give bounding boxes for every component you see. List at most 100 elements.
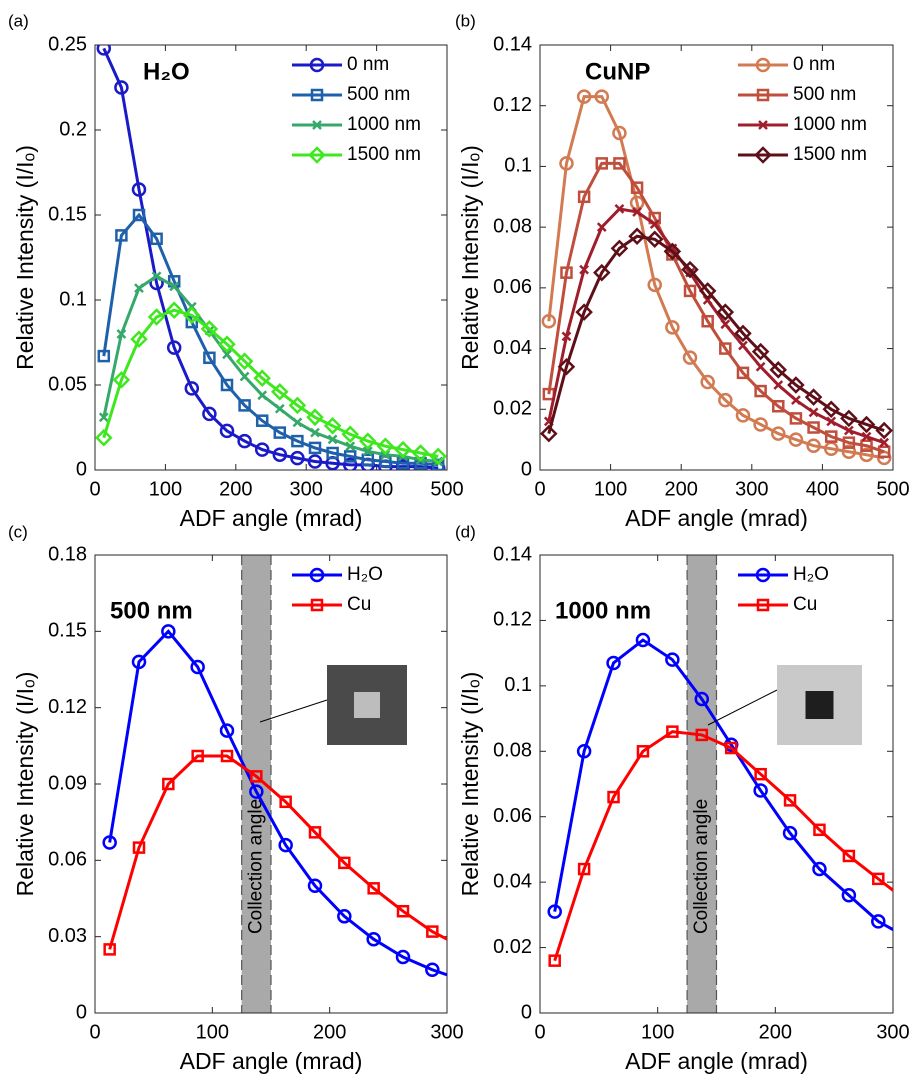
marker <box>379 455 392 468</box>
marker <box>560 266 573 279</box>
marker <box>724 741 738 755</box>
marker <box>812 861 827 877</box>
leader-line <box>707 689 778 726</box>
marker <box>254 442 270 457</box>
marker <box>547 904 562 919</box>
marker <box>841 887 857 903</box>
marker <box>665 652 680 667</box>
marker <box>822 400 840 419</box>
y-tick-label: 0.1 <box>504 155 532 177</box>
marker <box>395 949 411 965</box>
marker <box>190 659 205 675</box>
marker <box>701 315 714 328</box>
marker <box>666 725 679 738</box>
legend-label: 0 nm <box>793 54 835 75</box>
marker <box>97 349 111 363</box>
y-tick-label: 0.02 <box>493 398 532 420</box>
legend-label: Cu <box>793 594 817 615</box>
series-line <box>547 161 885 454</box>
region-label: Collection angle <box>245 799 266 934</box>
x-tick-label: 500 <box>876 478 909 500</box>
marker <box>902 932 914 944</box>
x-tick-label: 300 <box>876 1021 909 1043</box>
marker <box>751 342 770 361</box>
marker <box>132 208 146 222</box>
marker <box>557 358 576 376</box>
marker <box>308 146 326 164</box>
marker <box>613 157 626 170</box>
marker <box>859 447 874 463</box>
legend-label: 1500 nm <box>793 144 867 165</box>
y-tick-label: 0.14 <box>493 33 532 55</box>
series-line <box>102 308 439 458</box>
marker <box>219 423 235 439</box>
series <box>103 749 447 956</box>
marker <box>754 767 767 781</box>
marker <box>720 319 731 330</box>
x-axis-label: ADF angle (mrad) <box>180 1048 363 1074</box>
marker <box>629 195 645 211</box>
legend-label: Cu <box>347 594 371 615</box>
y-tick-label: 0.03 <box>48 925 87 947</box>
y-tick-label: 0.2 <box>59 118 87 140</box>
y-tick-label: 0 <box>521 1001 532 1023</box>
marker <box>877 445 891 459</box>
legend-label: H₂O <box>347 564 383 585</box>
x-tick-label: 0 <box>89 478 100 500</box>
y-tick-label: 0.18 <box>48 543 87 565</box>
marker <box>594 89 610 104</box>
y-tick-label: 0.08 <box>493 215 532 237</box>
y-tick-label: 0.08 <box>493 740 532 762</box>
marker <box>804 388 823 406</box>
marker <box>719 342 732 355</box>
marker <box>593 263 611 282</box>
plot-area <box>547 632 914 967</box>
marker <box>342 457 358 470</box>
marker <box>131 654 147 670</box>
x-tick-label: 0 <box>89 1021 100 1043</box>
panel: 0 100 200 300 400 500 0 0.05 0.1 0.15 0.2 0.25 0 nm 5… <box>8 11 464 531</box>
plot-area <box>95 45 447 470</box>
marker <box>429 447 447 466</box>
marker <box>307 878 323 894</box>
x-tick-label: 100 <box>149 478 182 500</box>
marker <box>702 295 713 305</box>
inset-feature <box>805 691 834 719</box>
y-tick-label: 0 <box>521 458 532 480</box>
panel: Collection angle 0 100 200 300 0 0.03 0.06 0.09 0… <box>8 522 464 1074</box>
x-tick-label: 200 <box>219 478 252 500</box>
series <box>547 632 914 944</box>
marker <box>394 440 412 459</box>
plot-frame <box>94 44 448 471</box>
x-tick-label: 100 <box>196 1021 229 1043</box>
series-line <box>108 754 447 950</box>
y-tick-label: 0.12 <box>493 609 532 631</box>
marker <box>842 436 856 449</box>
marker <box>150 232 163 246</box>
plot-frame <box>94 554 448 1014</box>
marker <box>310 598 324 612</box>
marker <box>433 456 444 467</box>
marker <box>788 432 804 447</box>
marker <box>219 723 235 738</box>
y-axis-label: Relative Intensity (I/Iₒ) <box>457 145 483 370</box>
series-line <box>553 730 893 962</box>
series <box>541 89 892 466</box>
marker <box>681 260 699 279</box>
y-tick-label: 0.15 <box>48 203 87 225</box>
marker <box>756 88 770 102</box>
y-tick-label: 0.04 <box>493 337 532 359</box>
series-line <box>547 207 885 445</box>
marker <box>861 431 872 442</box>
marker <box>860 439 873 452</box>
marker <box>132 841 146 854</box>
marker <box>161 624 176 639</box>
marker <box>271 383 289 401</box>
panel: 0 100 200 300 400 500 0 0.02 0.04 0.06 0.08 0.1 0.12… <box>455 11 910 531</box>
marker <box>736 366 750 380</box>
marker <box>559 156 574 171</box>
series-line <box>553 638 893 932</box>
marker <box>309 567 325 583</box>
marker <box>220 749 234 763</box>
marker <box>738 340 748 351</box>
